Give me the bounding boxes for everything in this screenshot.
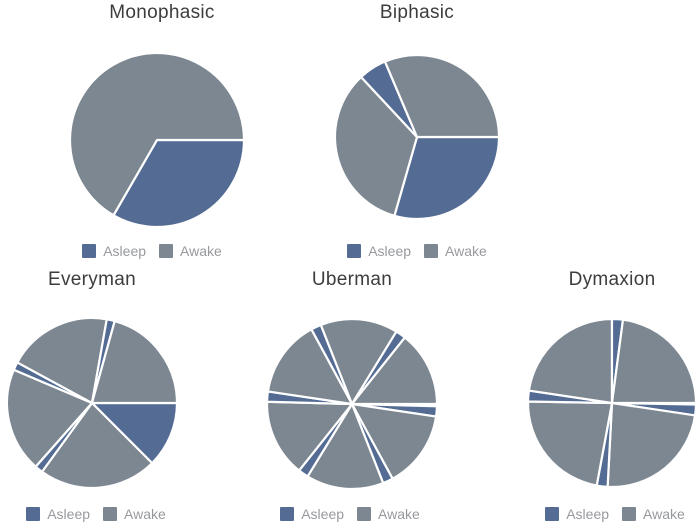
asleep-legend-label: Asleep xyxy=(566,506,610,522)
legend-item-asleep: Asleep xyxy=(26,506,90,522)
uberman-title: Uberman xyxy=(311,269,393,290)
awake-color-swatch xyxy=(357,507,372,521)
monophasic-legend: Asleep Awake xyxy=(52,243,252,259)
awake-color-swatch xyxy=(622,507,637,521)
legend-item-asleep: Asleep xyxy=(545,506,609,522)
awake-color-swatch xyxy=(103,507,118,521)
everyman-slice-awake xyxy=(16,316,108,405)
legend-item-asleep: Asleep xyxy=(347,243,411,259)
awake-color-swatch xyxy=(159,244,174,258)
legend-item-awake: Awake xyxy=(424,243,487,259)
dymaxion-slice-awake xyxy=(526,400,614,487)
dymaxion-slice-awake xyxy=(527,317,614,405)
uberman-slice-awake xyxy=(306,402,385,491)
uberman-slice-awake xyxy=(265,400,354,472)
uberman-slice-awake xyxy=(266,328,354,406)
biphasic-slice-asleep xyxy=(393,135,501,221)
uberman-pie-chart xyxy=(265,317,439,491)
asleep-color-swatch xyxy=(280,507,295,521)
awake-legend-label: Awake xyxy=(124,506,166,522)
monophasic-slice-asleep xyxy=(112,138,246,229)
asleep-legend-label: Asleep xyxy=(301,506,345,522)
biphasic-title: Biphasic xyxy=(379,2,455,23)
biphasic-slice-awake xyxy=(383,53,501,139)
monophasic-title: Monophasic xyxy=(109,2,215,23)
awake-legend-label: Awake xyxy=(378,506,420,522)
everyman-pie-chart xyxy=(5,316,179,490)
legend-item-awake: Awake xyxy=(159,243,222,259)
dymaxion-legend: Asleep Awake xyxy=(515,506,700,522)
dymaxion-slice-awake xyxy=(606,401,697,489)
dymaxion-title: Dymaxion xyxy=(568,269,656,290)
awake-legend-label: Awake xyxy=(643,506,685,522)
asleep-legend-label: Asleep xyxy=(368,243,412,259)
biphasic-slice-awake xyxy=(333,75,419,217)
legend-item-awake: Awake xyxy=(103,506,166,522)
asleep-color-swatch xyxy=(26,507,41,521)
everyman-slice-awake xyxy=(90,319,179,405)
everyman-legend: Asleep Awake xyxy=(0,506,196,522)
everyman-slice-awake xyxy=(40,401,154,490)
monophasic-pie-chart xyxy=(68,51,246,229)
legend-item-awake: Awake xyxy=(357,506,420,522)
asleep-color-swatch xyxy=(347,244,362,258)
awake-legend-label: Awake xyxy=(445,243,487,259)
asleep-legend-label: Asleep xyxy=(47,506,91,522)
awake-color-swatch xyxy=(424,244,439,258)
legend-item-awake: Awake xyxy=(622,506,685,522)
legend-item-asleep: Asleep xyxy=(82,243,146,259)
everyman-title: Everyman xyxy=(48,269,136,290)
uberman-slice-awake xyxy=(350,402,438,480)
legend-item-asleep: Asleep xyxy=(280,506,344,522)
uberman-slice-awake xyxy=(350,336,439,406)
awake-legend-label: Awake xyxy=(180,243,222,259)
uberman-legend: Asleep Awake xyxy=(250,506,450,522)
dymaxion-slice-awake xyxy=(610,318,698,405)
everyman-slice-asleep xyxy=(90,401,179,465)
asleep-color-swatch xyxy=(82,244,97,258)
uberman-slice-awake xyxy=(319,317,398,406)
asleep-legend-label: Asleep xyxy=(103,243,147,259)
asleep-color-swatch xyxy=(545,507,560,521)
monophasic-slice-awake xyxy=(68,51,246,217)
biphasic-legend: Asleep Awake xyxy=(317,243,517,259)
biphasic-pie-chart xyxy=(333,53,501,221)
dymaxion-pie-chart xyxy=(526,317,698,489)
